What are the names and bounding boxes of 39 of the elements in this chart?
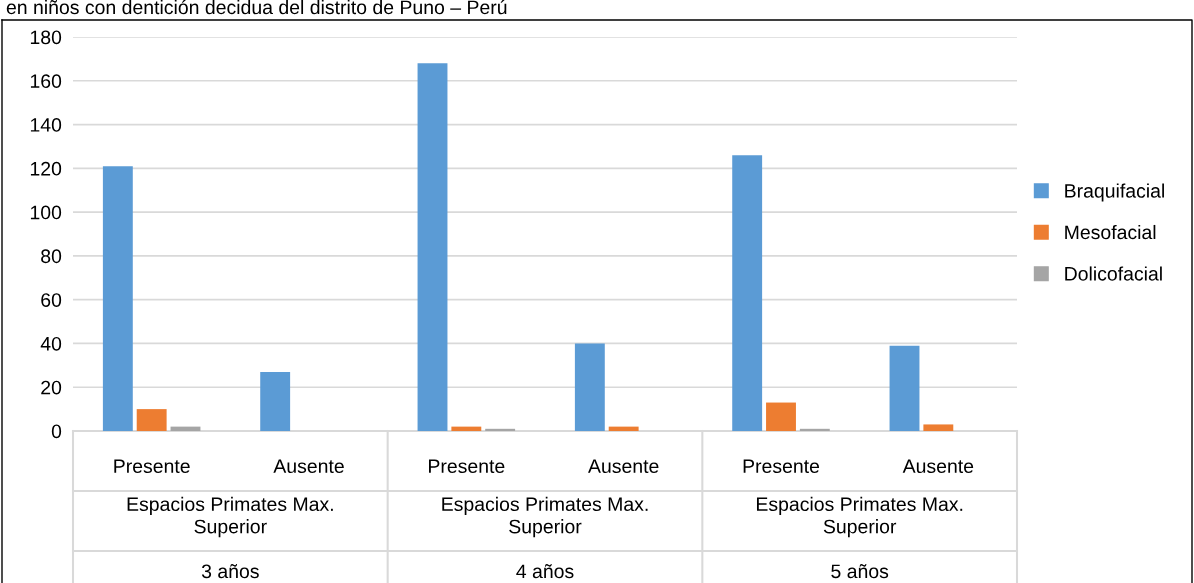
bar [136, 409, 167, 431]
bar [574, 343, 605, 431]
legend-label: Braquifacial [1065, 183, 1164, 202]
bar [608, 426, 639, 431]
y-tick-label: 180 [30, 30, 62, 45]
y-tick-label: 100 [30, 205, 62, 220]
x-tick-label: Presente [114, 459, 190, 474]
text: 4 años [516, 564, 574, 579]
bar [260, 371, 291, 431]
x-tick-label: Ausente [902, 459, 974, 474]
y-tick-label: 40 [40, 336, 62, 351]
text: Espacios Primates Max. Superior [442, 496, 648, 538]
bar [799, 428, 830, 431]
bar [766, 402, 796, 431]
text: Espacios Primates Max. Superior [127, 496, 333, 538]
bar [732, 155, 763, 431]
y-tick-label: 140 [30, 118, 62, 132]
legend-label: Mesofacial [1065, 224, 1156, 240]
x-tick-label: Presente [743, 459, 820, 474]
x-tick-label: Presente [429, 459, 505, 474]
text: Espacios Primates Max. Superior [756, 496, 963, 538]
y-tick-label: 120 [30, 161, 62, 176]
y-tick-label: 0 [51, 424, 62, 439]
y-tick-label: 160 [30, 74, 62, 89]
legend-label: Dolicofacial [1065, 266, 1162, 281]
y-tick-label: 60 [41, 293, 62, 307]
text: 3 años [201, 564, 259, 579]
bar [417, 63, 448, 431]
y-tick-label: 80 [41, 249, 62, 264]
bar [102, 166, 133, 431]
bar [485, 428, 516, 431]
bar [923, 424, 954, 431]
bar [451, 426, 482, 431]
chart-title: en niños con dentición decidua del distrito de Puno – Perú [6, 0, 507, 15]
x-tick-label: Ausente [588, 459, 659, 474]
text: 5 años [831, 564, 889, 579]
y-tick-label: 20 [41, 380, 62, 395]
bar [889, 345, 920, 431]
x-tick-label: Ausente [273, 459, 344, 474]
